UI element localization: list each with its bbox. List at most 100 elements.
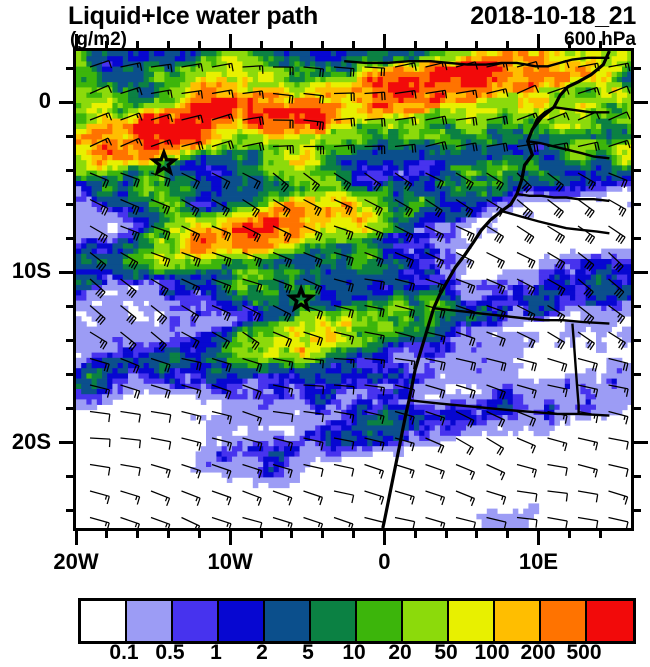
wind-barb [455, 89, 478, 99]
wind-barb [242, 278, 263, 293]
wind-barb [120, 172, 140, 188]
colorbar[interactable] [78, 598, 636, 644]
wind-barb [425, 141, 448, 151]
wind-barb [211, 463, 232, 479]
y-axis-tick-right [632, 509, 641, 513]
wind-barb [547, 225, 566, 244]
wind-barb-layer [89, 59, 631, 528]
wind-barb [577, 490, 599, 503]
wind-barb [181, 384, 202, 399]
wind-barb [455, 251, 475, 269]
wind-barb [211, 89, 234, 99]
wind-barb [608, 225, 626, 245]
y-axis-tick [59, 441, 75, 445]
wind-barb [181, 114, 204, 123]
x-axis-tick [567, 529, 571, 538]
wind-barb [242, 141, 265, 152]
y-axis-label: 20S [11, 428, 51, 454]
x-axis-tick-top [413, 41, 417, 50]
wind-barb [89, 137, 113, 148]
wind-barb [425, 357, 446, 371]
wind-barb [516, 112, 540, 121]
wind-barb [120, 437, 142, 449]
colorbar-tick-label: 2 [256, 641, 268, 664]
wind-barb [364, 145, 386, 155]
wind-barb [89, 305, 106, 326]
wind-barb [272, 331, 293, 348]
wind-barb [120, 516, 140, 528]
colorbar-cell[interactable] [541, 601, 587, 641]
wind-barb [455, 225, 475, 242]
wind-barb [547, 463, 568, 476]
wind-barb [425, 172, 445, 190]
station-marker-star[interactable] [148, 147, 179, 177]
y-axis-tick-right [632, 407, 641, 411]
station-marker-star[interactable] [285, 283, 317, 313]
colorbar-cell[interactable] [403, 601, 449, 641]
wind-barb [89, 225, 108, 244]
x-axis-tick-top [598, 41, 602, 50]
colorbar-labels: 0.1 0.5 1 2 5 10 20 50 100 200 500 [0, 641, 650, 667]
wind-barb [364, 304, 385, 318]
wind-barb [150, 463, 171, 478]
y-axis-tick-right [632, 168, 641, 172]
wind-barb [150, 278, 169, 297]
wind-barb [577, 198, 595, 219]
wind-barb [394, 172, 413, 192]
colorbar-cell[interactable] [449, 601, 495, 641]
wind-barb [608, 139, 631, 149]
units-label: (g/m2) [70, 29, 127, 50]
wind-barb [333, 251, 354, 266]
wind-barb [577, 463, 598, 478]
wind-barb [547, 331, 566, 350]
wind-barb [516, 437, 536, 454]
wind-barb [120, 198, 140, 215]
wind-barb [516, 463, 537, 478]
wind-barb [455, 357, 477, 371]
colorbar-cell[interactable] [127, 601, 173, 641]
wind-barb [547, 357, 568, 373]
colorbar-cell[interactable] [495, 601, 541, 641]
wind-barb [333, 144, 356, 154]
colorbar-cell[interactable] [357, 601, 403, 641]
wind-barb [486, 437, 505, 456]
wind-barb [577, 357, 598, 372]
colorbar-cell[interactable] [311, 601, 357, 641]
y-axis-tick [66, 168, 75, 172]
colorbar-tick-label: 0.1 [109, 641, 139, 664]
wind-barb [303, 145, 325, 155]
colorbar-cell[interactable] [173, 601, 219, 641]
wind-barb [333, 490, 355, 504]
wind-barb [516, 251, 536, 269]
colorbar-cell[interactable] [587, 601, 633, 641]
wind-barb [242, 357, 263, 373]
wind-barb [150, 516, 171, 528]
x-axis-tick [321, 529, 325, 538]
x-axis-tick [444, 529, 448, 538]
wind-barb [455, 490, 476, 507]
wind-barb [455, 172, 474, 191]
wind-barb [272, 357, 294, 371]
wind-barb [577, 305, 595, 325]
wind-barb [120, 112, 143, 121]
y-axis-tick-right [632, 441, 648, 445]
wind-barb [89, 198, 109, 216]
wind-barb [272, 66, 294, 76]
colorbar-cell[interactable] [81, 601, 127, 641]
y-axis-tick [66, 134, 75, 138]
wind-barb [242, 331, 260, 351]
colorbar-cell[interactable] [219, 601, 265, 641]
wind-barb [303, 92, 325, 104]
map-plot-area[interactable] [73, 48, 634, 531]
wind-barb [150, 305, 168, 325]
x-axis-tick-top [475, 41, 479, 50]
colorbar-cell[interactable] [265, 601, 311, 641]
wind-barb [394, 516, 416, 528]
wind-barb [120, 490, 141, 505]
wind-barb [486, 384, 506, 400]
wind-barb [303, 119, 325, 131]
colorbar-tick-label: 50 [434, 641, 458, 664]
wind-barb [303, 172, 320, 192]
wind-barb [486, 516, 507, 528]
